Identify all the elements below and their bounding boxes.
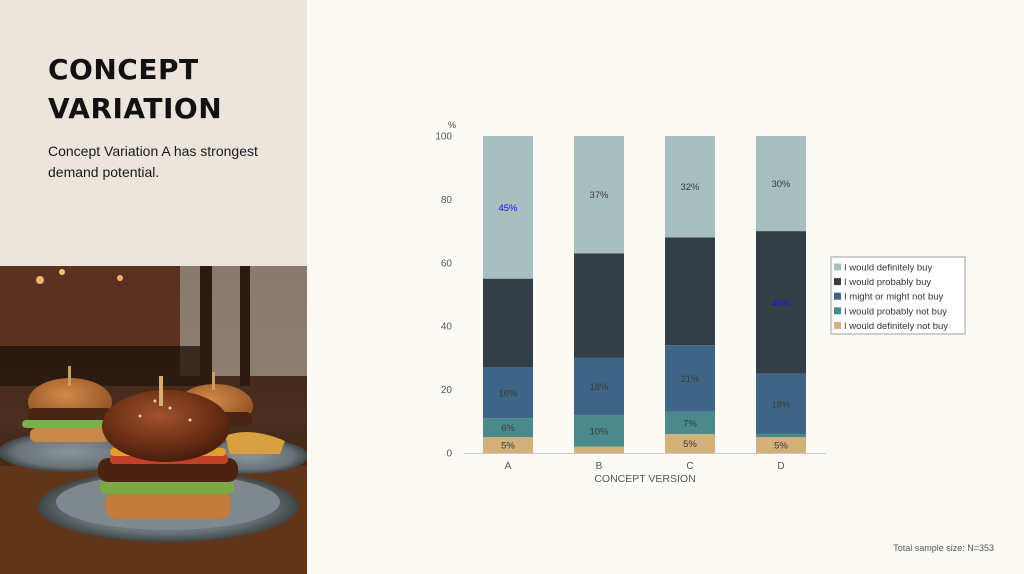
data-label-c-i-would-definitely-not-buy: 5% xyxy=(683,439,697,450)
data-label-d-i-might-or-might-not-buy: 18% xyxy=(771,399,791,410)
data-label-d-i-would-definitely-not-buy: 5% xyxy=(774,441,788,452)
bar-segment-d-i-would-probably-buy xyxy=(756,231,806,374)
x-tick-label-a: A xyxy=(505,461,512,472)
bar-segment-d-i-might-or-might-not-buy xyxy=(756,373,806,434)
bar-segment-c-i-would-probably-not-buy xyxy=(665,411,715,434)
bar-segment-c-i-would-definitely-buy xyxy=(665,136,715,238)
data-label-c-i-would-definitely-buy: 32% xyxy=(680,182,700,193)
legend-label-i-would-definitely-not-buy: I would definitely not buy xyxy=(844,321,948,332)
title-panel: CONCEPT VARIATION Concept Variation A ha… xyxy=(0,0,307,266)
sample-size-note: Total sample size: N=353 xyxy=(893,543,994,553)
legend-swatch-i-would-probably-buy xyxy=(834,278,841,286)
x-tick-label-b: B xyxy=(596,461,603,472)
x-tick-label-c: C xyxy=(686,461,693,472)
legend-swatch-i-would-definitely-not-buy xyxy=(834,321,841,329)
bar-segment-c-i-would-definitely-not-buy xyxy=(665,433,715,453)
bar-segment-d-i-would-definitely-buy xyxy=(756,136,806,232)
bar-segment-d-i-would-probably-not-buy xyxy=(756,433,806,438)
data-label-b-i-might-or-might-not-buy: 18% xyxy=(589,382,609,393)
data-label-d-i-would-definitely-buy: 30% xyxy=(771,179,791,190)
data-label-d-i-would-probably-buy: 45% xyxy=(771,298,791,309)
y-tick-label: 20 xyxy=(441,385,453,396)
data-label-c-i-would-probably-not-buy: 7% xyxy=(683,418,697,429)
legend-label-i-would-definitely-buy: I would definitely buy xyxy=(844,263,932,274)
legend-swatch-i-would-definitely-buy xyxy=(834,263,841,271)
legend-swatch-i-would-probably-not-buy xyxy=(834,307,841,315)
data-label-b-i-would-probably-not-buy: 10% xyxy=(589,426,609,437)
y-tick-label: 100 xyxy=(435,132,452,143)
bar-segment-a-i-would-probably-not-buy xyxy=(483,418,533,438)
legend-label-i-might-or-might-not-buy: I might or might not buy xyxy=(844,292,944,303)
y-tick-label: 0 xyxy=(446,449,452,460)
bar-segment-b-i-would-probably-not-buy xyxy=(574,414,624,447)
data-label-b-i-would-definitely-buy: 37% xyxy=(589,190,609,201)
data-label-a-i-would-probably-not-buy: 6% xyxy=(501,423,515,434)
bar-segment-b-i-would-definitely-not-buy xyxy=(574,446,624,453)
burger-photo xyxy=(0,266,307,574)
data-label-a-i-would-definitely-buy: 45% xyxy=(498,203,518,214)
legend xyxy=(830,256,966,335)
legend-label-i-would-probably-not-buy: I would probably not buy xyxy=(844,306,947,317)
bar-segment-c-i-might-or-might-not-buy xyxy=(665,345,715,412)
y-tick-label: 60 xyxy=(441,258,453,269)
legend-swatch-i-might-or-might-not-buy xyxy=(834,292,841,300)
data-label-a-i-would-definitely-not-buy: 5% xyxy=(501,441,515,452)
x-axis-title: CONCEPT VERSION xyxy=(594,473,695,485)
bar-segment-c-i-would-probably-buy xyxy=(665,237,715,346)
y-tick-label: 80 xyxy=(441,195,453,206)
bar-segment-d-i-would-definitely-not-buy xyxy=(756,437,806,453)
slide-subtitle: Concept Variation A has strongest demand… xyxy=(48,143,258,180)
bar-segment-b-i-would-probably-buy xyxy=(574,253,624,358)
y-tick-label: 40 xyxy=(441,322,453,333)
legend-label-i-would-probably-buy: I would probably buy xyxy=(844,277,931,288)
data-label-c-i-might-or-might-not-buy: 21% xyxy=(680,374,700,385)
slide-title: CONCEPT VARIATION xyxy=(48,53,223,125)
y-axis-unit-label: % xyxy=(448,120,456,130)
bar-segment-b-i-would-definitely-buy xyxy=(574,136,624,254)
data-label-a-i-might-or-might-not-buy: 16% xyxy=(498,388,518,399)
bar-segment-a-i-would-definitely-not-buy xyxy=(483,437,533,453)
bar-segment-b-i-might-or-might-not-buy xyxy=(574,357,624,415)
bar-segment-a-i-might-or-might-not-buy xyxy=(483,367,533,419)
bar-segment-a-i-would-definitely-buy xyxy=(483,136,533,279)
x-tick-label-d: D xyxy=(777,461,784,472)
bar-segment-a-i-would-probably-buy xyxy=(483,278,533,368)
